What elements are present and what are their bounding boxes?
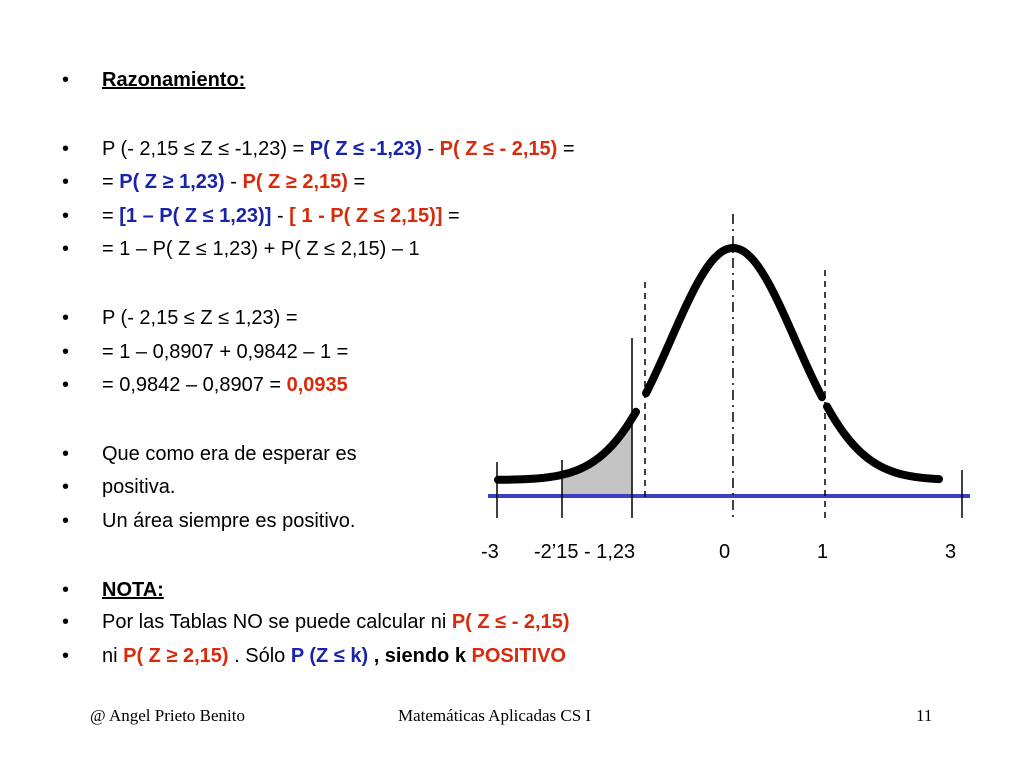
bullet-text: ni P( Z ≥ 2,15) . Sólo P (Z ≤ k) , siend… [102,640,566,672]
text-run: = [102,205,120,227]
bullet-icon: • [62,171,70,193]
bullet-icon: • [62,138,70,160]
tick-label-minus-3: -3 [481,541,499,563]
footer-author: @ Angel Prieto Benito [90,706,245,725]
bullet-text: positiva. [102,471,175,503]
text-run: 0,0935 [286,374,348,396]
text-run: = 1 – 0,8907 + 0,9842 – 1 = [102,341,349,363]
bullet-text: = [1 – P( Z ≤ 1,23)] - [ 1 - P( Z ≤ 2,15… [102,200,460,232]
bullet-text: = 1 – 0,8907 + 0,9842 – 1 = [102,336,348,368]
tick-label-minus-2-15-minus-1-23: -2’15 - 1,23 [534,541,636,563]
text-run: [ 1 - P( Z ≤ 2,15)] [289,205,443,227]
bullet-text: = 1 – P( Z ≤ 1,23) + P( Z ≤ 2,15) – 1 [102,233,420,265]
bullet-icon: • [62,611,70,633]
footer-page-number: 11 [916,706,933,725]
bullet-text: = 0,9842 – 0,8907 = 0,0935 [102,369,348,401]
bullet-icon: • [62,69,70,91]
bullet-icon: • [62,307,70,329]
bullet-icon: • [62,476,70,498]
bullet-text: Razonamiento: [102,64,245,96]
text-run: ni [102,645,124,667]
bullet-text: Que como era de esperar es [102,438,357,470]
bell-curve-left [494,407,640,484]
text-run: - [271,205,290,227]
text-run: - [421,138,440,160]
bullet-text: Por las Tablas NO se puede calcular ni P… [102,606,570,638]
text-run: P( Z ≥ 2,15) [242,171,348,193]
bullet-icon: • [62,443,70,465]
bullet-icon: • [62,374,70,396]
text-run: - [224,171,243,193]
bullet-text: NOTA: [102,574,164,606]
footer-course: Matemáticas Aplicadas CS I [398,706,592,725]
text-run: = [557,138,575,160]
bullet-icon: • [62,341,70,363]
tick-label-3: 3 [945,541,957,563]
text-run: = [442,205,460,227]
bullet-icon: • [62,510,70,532]
text-run: Razonamiento: [102,69,246,91]
text-run: = 0,9842 – 0,8907 = [102,374,287,396]
text-run: P( Z ≤ - 2,15) [451,611,570,633]
text-run: [1 – P( Z ≤ 1,23)] [119,205,272,227]
text-run: P( Z ≤ -1,23) [309,138,422,160]
bullet-text: Un área siempre es positivo. [102,505,355,537]
text-run: P( Z ≤ - 2,15) [439,138,558,160]
text-run: Un área siempre es positivo. [102,510,356,532]
bullet-text: P (- 2,15 ≤ Z ≤ -1,23) = P( Z ≤ -1,23) -… [102,133,575,165]
text-run: positiva. [102,476,176,498]
text-run: Por las Tablas NO se puede calcular ni [102,611,452,633]
bullet-text: = P( Z ≥ 1,23) - P( Z ≥ 2,15) = [102,166,365,198]
text-run: = [347,171,366,193]
text-run: = [102,171,120,193]
text-run: Que como era de esperar es [102,443,357,465]
text-run: . Sólo [228,645,291,667]
text-run: POSITIVO [471,645,566,667]
bell-curve-top [642,244,826,402]
normal-distribution-diagram [488,214,970,518]
bullet-icon: • [62,645,70,667]
tick-label-1: 1 [817,541,829,563]
text-run: P (- 2,15 ≤ Z ≤ 1,23) = [102,307,298,329]
text-run: , siendo k [368,645,472,667]
bullet-text: P (- 2,15 ≤ Z ≤ 1,23) = [102,302,298,334]
text-run: P( Z ≥ 1,23) [119,171,225,193]
text-run: P( Z ≥ 2,15) [123,645,229,667]
text-run: P (Z ≤ k) [290,645,369,667]
tick-label-0: 0 [719,541,731,563]
bullet-icon: • [62,205,70,227]
text-run: P (- 2,15 ≤ Z ≤ -1,23) = [102,138,310,160]
bullet-icon: • [62,238,70,260]
bullet-icon: • [62,579,70,601]
bell-curve-right [823,402,943,484]
text-run: = 1 – P( Z ≤ 1,23) + P( Z ≤ 2,15) – 1 [102,238,420,260]
text-run: NOTA: [102,579,164,601]
